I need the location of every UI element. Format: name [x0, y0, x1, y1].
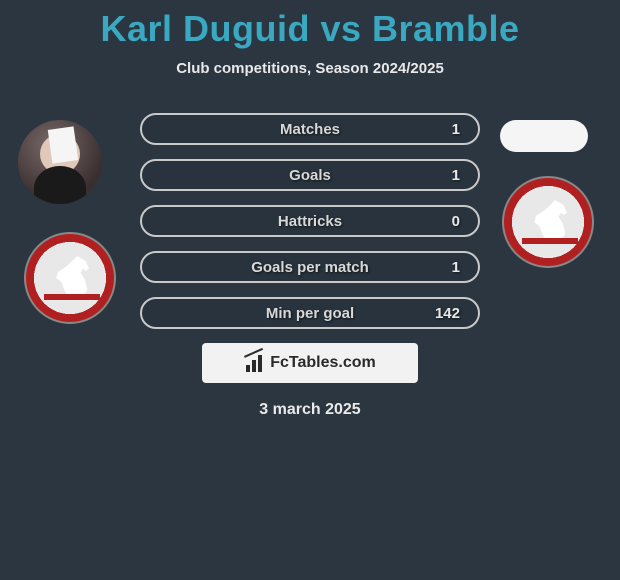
stats-area: Matches 1 Goals 1 Hattricks 0 Goals per …	[0, 113, 620, 329]
stat-row-goals-per-match: Goals per match 1	[140, 251, 480, 283]
paper-icon	[48, 126, 78, 163]
stat-label: Min per goal	[266, 305, 354, 322]
stat-row-matches: Matches 1	[140, 113, 480, 145]
date-label: 3 march 2025	[0, 401, 620, 419]
stat-row-hattricks: Hattricks 0	[140, 205, 480, 237]
page-subtitle: Club competitions, Season 2024/2025	[0, 60, 620, 77]
page-title: Karl Duguid vs Bramble	[0, 0, 620, 50]
stat-label: Matches	[280, 121, 340, 138]
stat-value: 1	[452, 167, 460, 184]
stat-row-min-per-goal: Min per goal 142	[140, 297, 480, 329]
stat-value: 1	[452, 259, 460, 276]
bar-chart-icon	[244, 354, 266, 372]
stat-label: Goals	[289, 167, 331, 184]
stat-value: 1	[452, 121, 460, 138]
brand-text: FcTables.com	[270, 354, 376, 372]
stat-label: Hattricks	[278, 213, 342, 230]
stat-value: 0	[452, 213, 460, 230]
stat-row-goals: Goals 1	[140, 159, 480, 191]
brand-box[interactable]: FcTables.com	[202, 343, 418, 383]
stat-label: Goals per match	[251, 259, 369, 276]
stat-value: 142	[435, 305, 460, 322]
